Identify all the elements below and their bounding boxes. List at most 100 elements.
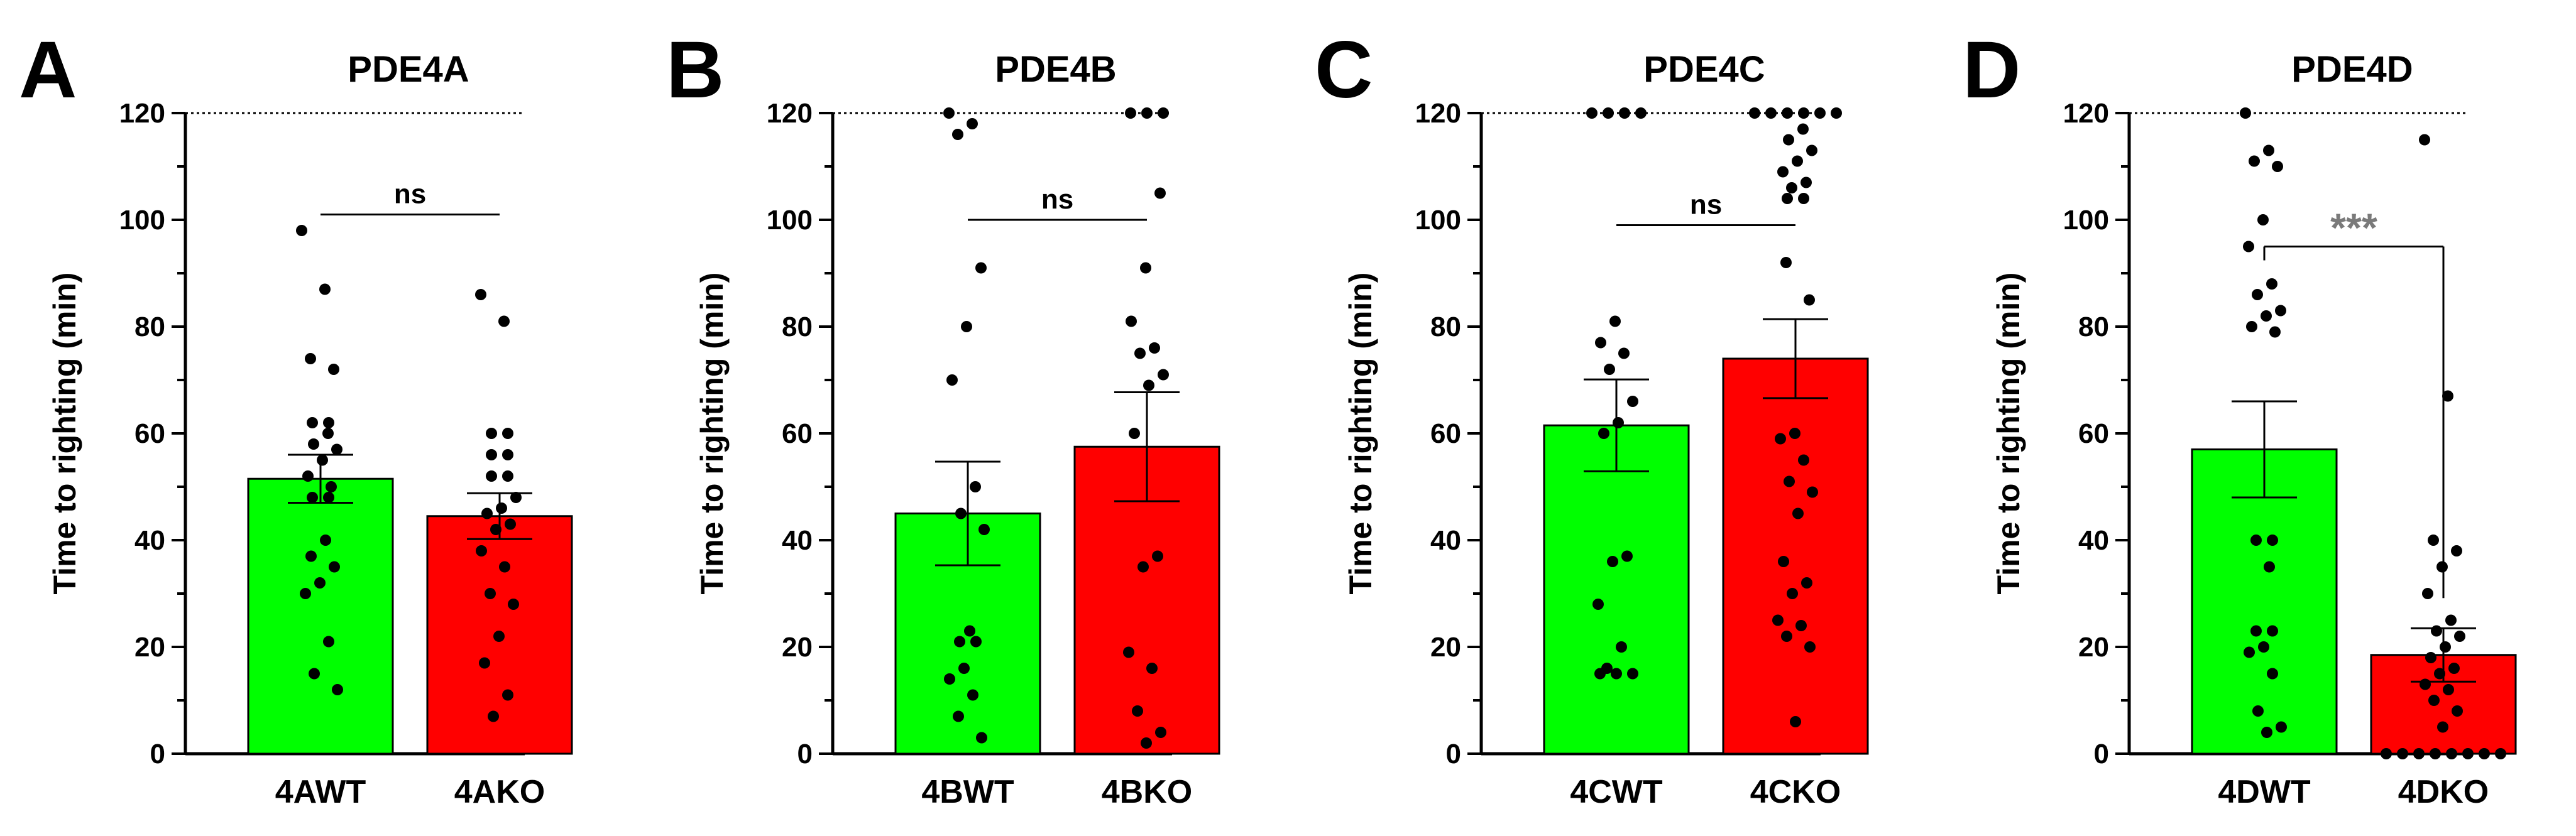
- data-point: [505, 518, 516, 530]
- data-point: [1790, 716, 1801, 727]
- data-point: [1598, 428, 1609, 439]
- data-point: [1635, 107, 1647, 119]
- data-point: [1134, 347, 1146, 359]
- data-point: [508, 599, 519, 610]
- data-point: [1781, 631, 1792, 642]
- data-point: [1129, 428, 1140, 439]
- data-point: [2263, 144, 2274, 156]
- panel-title: PDE4D: [2291, 49, 2413, 90]
- data-point: [296, 225, 307, 236]
- category-label: 4DWT: [2218, 774, 2311, 810]
- data-point: [1603, 107, 1614, 119]
- y-tick-label: 20: [1430, 632, 1461, 663]
- data-point: [2430, 748, 2441, 759]
- y-tick-label: 100: [1415, 205, 1461, 236]
- data-point: [475, 289, 486, 300]
- data-point: [2250, 625, 2262, 637]
- data-point: [953, 710, 964, 722]
- data-point: [2437, 721, 2448, 733]
- data-point: [481, 508, 493, 519]
- data-point: [1787, 588, 1798, 599]
- data-point: [1595, 337, 1606, 349]
- data-point: [1613, 417, 1624, 428]
- data-point: [2440, 641, 2451, 653]
- data-point: [1604, 364, 1615, 375]
- data-point: [486, 470, 497, 482]
- data-point: [1143, 379, 1154, 391]
- data-point: [328, 364, 339, 375]
- y-axis-label: Time to righting (min): [1991, 273, 2026, 595]
- data-point: [1800, 176, 1812, 188]
- data-point: [2419, 134, 2430, 146]
- y-tick-label: 80: [1430, 312, 1461, 342]
- data-point: [2451, 545, 2462, 556]
- data-point: [944, 673, 955, 685]
- data-point: [1804, 641, 1816, 653]
- data-point: [954, 636, 965, 648]
- y-tick-label: 100: [2063, 205, 2109, 236]
- data-point: [485, 588, 496, 599]
- data-point: [2397, 748, 2408, 759]
- data-point: [2257, 214, 2269, 225]
- data-point: [320, 535, 331, 546]
- data-point: [970, 636, 982, 648]
- data-point: [1141, 737, 1152, 749]
- data-point: [2244, 646, 2255, 658]
- panel-d: D PDE4D Time to righting (min) 0 20 40 60 80 100…: [1963, 25, 2517, 810]
- data-point: [305, 550, 317, 562]
- y-tick-label: 60: [782, 418, 813, 449]
- data-point: [1797, 123, 1809, 135]
- data-point: [976, 732, 987, 744]
- y-tick-label: 100: [767, 205, 813, 236]
- y-axis-label: Time to righting (min): [1343, 273, 1378, 595]
- data-point: [975, 262, 987, 274]
- data-point: [2454, 631, 2465, 642]
- category-label: 4BWT: [921, 774, 1014, 810]
- data-point: [1780, 257, 1792, 268]
- data-point: [1798, 454, 1809, 466]
- data-point: [2272, 161, 2283, 172]
- data-point: [967, 118, 978, 129]
- panel-letter: D: [1963, 25, 2020, 115]
- data-point: [2246, 321, 2257, 332]
- data-point: [502, 428, 513, 439]
- data-point: [2261, 310, 2272, 322]
- data-point: [1158, 107, 1169, 119]
- data-point: [488, 710, 499, 722]
- panel-title: PDE4B: [995, 49, 1116, 90]
- panel-b: B PDE4B Time to righting (min) 0 20 40 60 80 100…: [666, 25, 1220, 810]
- data-point: [1146, 663, 1158, 674]
- data-point: [2381, 748, 2392, 759]
- data-point: [322, 428, 334, 439]
- data-point: [314, 577, 326, 589]
- data-point: [326, 481, 337, 492]
- y-tick-label: 80: [134, 312, 165, 342]
- data-point: [1158, 369, 1169, 381]
- data-point: [323, 492, 334, 503]
- data-point: [2422, 588, 2433, 599]
- data-point: [502, 689, 513, 701]
- data-point: [1798, 107, 1809, 119]
- data-point: [2267, 668, 2278, 680]
- data-point: [1616, 641, 1627, 653]
- y-tick-label: 120: [1415, 98, 1461, 129]
- data-point: [958, 663, 970, 674]
- data-point: [1132, 705, 1143, 717]
- data-point: [302, 470, 314, 482]
- data-point: [2445, 614, 2457, 626]
- data-point: [2448, 663, 2460, 674]
- data-point: [305, 353, 316, 364]
- y-tick-label: 120: [767, 98, 813, 129]
- data-point: [978, 524, 990, 535]
- panel-letter: A: [19, 25, 77, 115]
- data-point: [307, 492, 318, 503]
- y-tick-label: 0: [150, 739, 165, 769]
- y-tick-label: 100: [119, 205, 165, 236]
- data-point: [307, 417, 318, 428]
- y-tick-label: 20: [134, 632, 165, 663]
- data-point: [2252, 705, 2264, 717]
- data-point: [2261, 727, 2272, 738]
- data-point: [1765, 107, 1777, 119]
- significance-label: ns: [1041, 184, 1073, 215]
- bar-4cko: [1722, 357, 1869, 755]
